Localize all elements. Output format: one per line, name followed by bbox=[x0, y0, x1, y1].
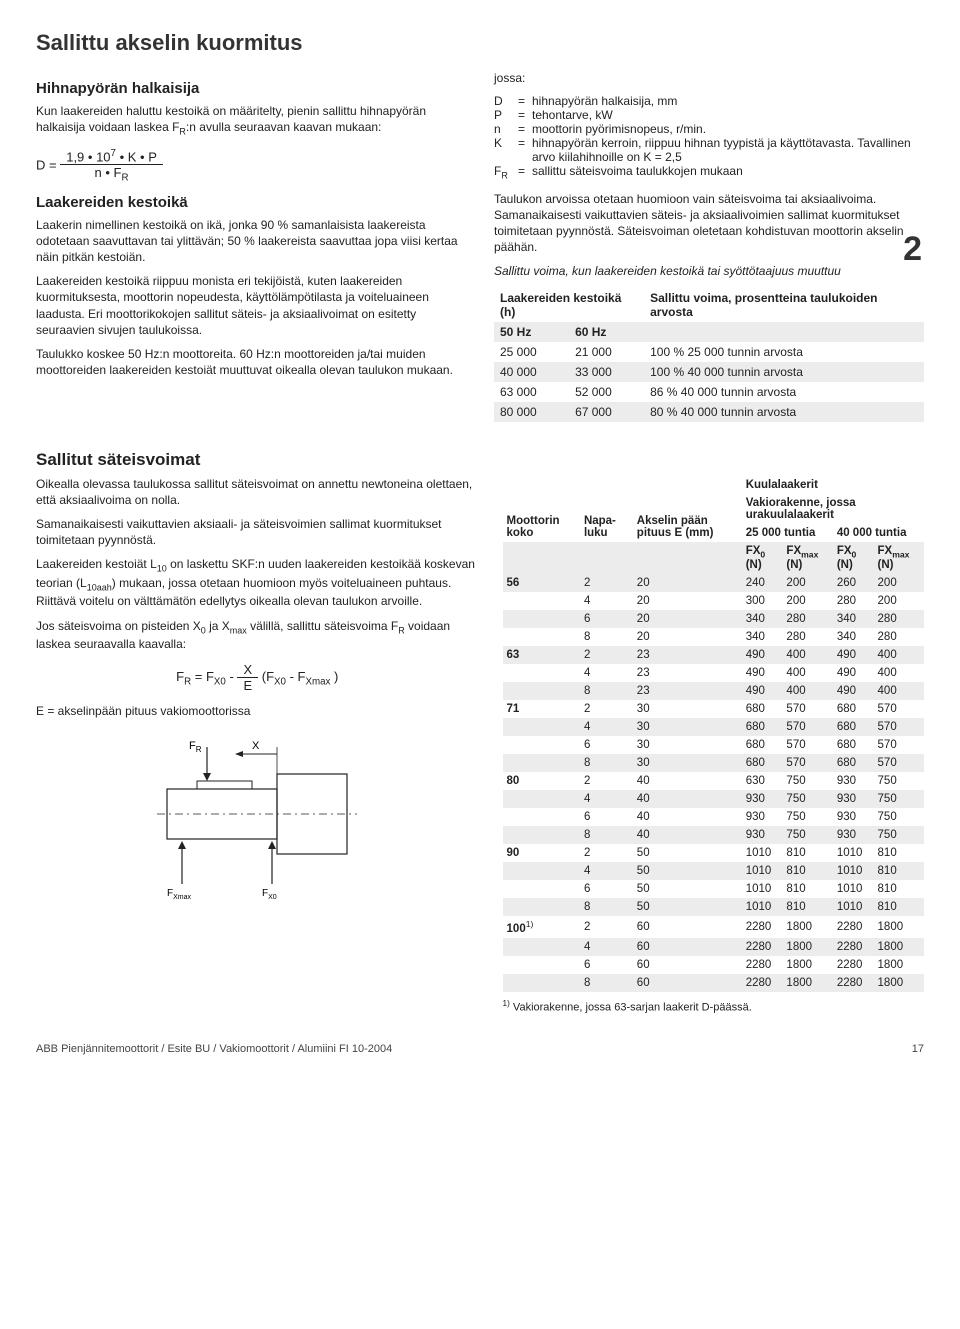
rad-hdr-motor: Moottorin koko bbox=[503, 476, 580, 542]
svg-text:FR: FR bbox=[189, 740, 202, 754]
section1-p2: Laakerin nimellinen kestoikä on ikä, jon… bbox=[36, 217, 466, 266]
radial-row: 1001)2602280180022801800 bbox=[503, 916, 924, 938]
legend-row: P=tehontarve, kW bbox=[494, 108, 924, 122]
radial-row: 820340280340280 bbox=[503, 628, 924, 646]
life-row: 40 00033 000100 % 40 000 tunnin arvosta bbox=[494, 362, 924, 382]
legend-row: FR=sallittu säteisvoima taulukkojen muka… bbox=[494, 164, 924, 180]
radial-row: 630680570680570 bbox=[503, 736, 924, 754]
shaft-diagram: FR X FXmax FX0 bbox=[36, 729, 479, 899]
radial-row: 63223490400490400 bbox=[503, 646, 924, 664]
rad-hdr-25k: 25 000 tuntia bbox=[742, 524, 833, 542]
radial-row: 640930750930750 bbox=[503, 808, 924, 826]
life-row: 25 00021 000100 % 25 000 tunnin arvosta bbox=[494, 342, 924, 362]
page-title: Sallittu akselin kuormitus bbox=[36, 30, 924, 56]
life-row: 80 00067 00080 % 40 000 tunnin arvosta bbox=[494, 402, 924, 422]
chapter-number: 2 bbox=[903, 230, 922, 269]
rad-hdr-40k: 40 000 tuntia bbox=[833, 524, 924, 542]
radial-row: 420300200280200 bbox=[503, 592, 924, 610]
section2-p1: Oikealla olevassa taulukossa sallitut sä… bbox=[36, 476, 479, 508]
legend-intro: jossa: bbox=[494, 70, 924, 86]
rad-hdr-poles: Napa-luku bbox=[580, 476, 633, 542]
radial-row: 423490400490400 bbox=[503, 664, 924, 682]
rad-hdr-ball: Kuulalaakerit bbox=[742, 476, 924, 494]
rad-hdr-fx0: FX0 (N) bbox=[742, 542, 783, 574]
radial-row: 45010108101010810 bbox=[503, 862, 924, 880]
radial-footnote: 1) Vakiorakenne, jossa 63-sarjan laakeri… bbox=[503, 998, 924, 1016]
left-column: Hihnapyörän halkaisija Kun laakereiden h… bbox=[36, 70, 466, 422]
tabtitle: Sallittu voima, kun laakereiden kestoikä… bbox=[494, 263, 924, 279]
section2-p4: Jos säteisvoima on pisteiden X0 ja Xmax … bbox=[36, 618, 479, 653]
rad-hdr-fx0-b: FX0 (N) bbox=[833, 542, 874, 574]
radial-row: 56220240200260200 bbox=[503, 574, 924, 592]
legend-row: n=moottorin pyörimisnopeus, r/min. bbox=[494, 122, 924, 136]
section2-left: Oikealla olevassa taulukossa sallitut sä… bbox=[36, 476, 479, 1024]
radial-row: 830680570680570 bbox=[503, 754, 924, 772]
life-hdr1: Laakereiden kestoikä (h) bbox=[494, 288, 644, 322]
section1-heading: Hihnapyörän halkaisija bbox=[36, 80, 466, 97]
rad-hdr-shaft: Akselin pään pituus E (mm) bbox=[633, 476, 742, 542]
radial-table: Moottorin koko Napa-luku Akselin pään pi… bbox=[503, 476, 924, 1024]
radial-row: 620340280340280 bbox=[503, 610, 924, 628]
radial-row: 6602280180022801800 bbox=[503, 956, 924, 974]
section1-p4: Taulukko koskee 50 Hz:n moottoreita. 60 … bbox=[36, 346, 466, 378]
radial-row: 9025010108101010810 bbox=[503, 844, 924, 862]
radial-row: 8602280180022801800 bbox=[503, 974, 924, 992]
rad-hdr-fxmax-b: FXmax (N) bbox=[874, 542, 924, 574]
section2-p5: E = akselinpään pituus vakiomoottorissa bbox=[36, 703, 479, 719]
radial-row: 823490400490400 bbox=[503, 682, 924, 700]
radial-row: 80240630750930750 bbox=[503, 772, 924, 790]
formula-d: D = 1,9 • 107 • K • P n • FR bbox=[36, 148, 466, 184]
rad-hdr-std: Vakiorakenne, jossa urakuulalaakerit bbox=[742, 494, 924, 524]
life-col60: 60 Hz bbox=[569, 322, 644, 342]
footer-right: 17 bbox=[912, 1043, 924, 1055]
life-hdr2: Sallittu voima, prosentteina taulukoiden… bbox=[644, 288, 924, 322]
section2-heading: Sallitut säteisvoimat bbox=[36, 450, 924, 470]
radial-row: 440930750930750 bbox=[503, 790, 924, 808]
section2-p2: Samanaikaisesti vaikuttavien aksiaali- j… bbox=[36, 516, 479, 548]
section1-heading2: Laakereiden kestoikä bbox=[36, 194, 466, 211]
legend-p5: Taulukon arvoissa otetaan huomioon vain … bbox=[494, 191, 924, 256]
radial-row: 71230680570680570 bbox=[503, 700, 924, 718]
radial-row: 4602280180022801800 bbox=[503, 938, 924, 956]
footer-left: ABB Pienjännitemoottorit / Esite BU / Va… bbox=[36, 1043, 392, 1055]
rad-hdr-fxmax: FXmax (N) bbox=[782, 542, 832, 574]
radial-row: 85010108101010810 bbox=[503, 898, 924, 916]
radial-row: 840930750930750 bbox=[503, 826, 924, 844]
legend-list: D=hihnapyörän halkaisija, mmP=tehontarve… bbox=[494, 94, 924, 180]
life-col50: 50 Hz bbox=[494, 322, 569, 342]
section1-p3: Laakereiden kestoikä riippuu monista eri… bbox=[36, 273, 466, 338]
legend-row: K=hihnapyörän kerroin, riippuu hihnan ty… bbox=[494, 136, 924, 164]
svg-text:FXmax: FXmax bbox=[167, 888, 192, 899]
radial-row: 65010108101010810 bbox=[503, 880, 924, 898]
legend-row: D=hihnapyörän halkaisija, mm bbox=[494, 94, 924, 108]
section1-p1: Kun laakereiden haluttu kestoikä on määr… bbox=[36, 103, 466, 138]
section2-p3: Laakereiden kestoiät L10 on laskettu SKF… bbox=[36, 556, 479, 609]
page-footer: ABB Pienjännitemoottorit / Esite BU / Va… bbox=[36, 1043, 924, 1055]
life-row: 63 00052 00086 % 40 000 tunnin arvosta bbox=[494, 382, 924, 402]
formula-fr: FR = FX0 - XE (FX0 - FXmax ) bbox=[36, 662, 479, 693]
svg-text:FX0: FX0 bbox=[262, 888, 277, 899]
right-column: jossa: D=hihnapyörän halkaisija, mmP=teh… bbox=[494, 70, 924, 422]
life-table: Laakereiden kestoikä (h) Sallittu voima,… bbox=[494, 288, 924, 422]
svg-text:X: X bbox=[252, 740, 260, 752]
radial-row: 430680570680570 bbox=[503, 718, 924, 736]
